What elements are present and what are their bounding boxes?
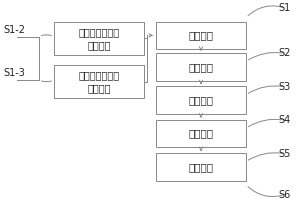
Text: 一次沉淀: 一次沉淀 (188, 62, 214, 72)
Bar (156, 86, 246, 114)
Text: S1-3: S1-3 (3, 68, 25, 78)
Text: S6: S6 (279, 190, 291, 200)
Bar (156, 53, 246, 81)
Text: 不加循环浆液的
一次脱氟: 不加循环浆液的 一次脱氟 (78, 27, 120, 50)
Bar (54, 22, 144, 55)
Text: 一次脱氟: 一次脱氟 (188, 30, 214, 40)
Text: S1: S1 (279, 3, 291, 13)
Text: 二次脱氟: 二次脱氟 (188, 95, 214, 105)
Text: 中和反应: 中和反应 (188, 162, 214, 172)
Bar (54, 65, 144, 98)
Text: S1-2: S1-2 (3, 25, 25, 35)
Text: S4: S4 (279, 115, 291, 125)
Text: S5: S5 (279, 149, 291, 159)
Bar (156, 120, 246, 147)
Text: S3: S3 (279, 82, 291, 92)
Text: 加入循环浆液的
一次脱氟: 加入循环浆液的 一次脱氟 (78, 70, 120, 93)
Text: S2: S2 (279, 48, 291, 58)
Bar (156, 153, 246, 181)
Text: 二次沉淀: 二次沉淀 (188, 129, 214, 139)
Bar (156, 22, 246, 49)
